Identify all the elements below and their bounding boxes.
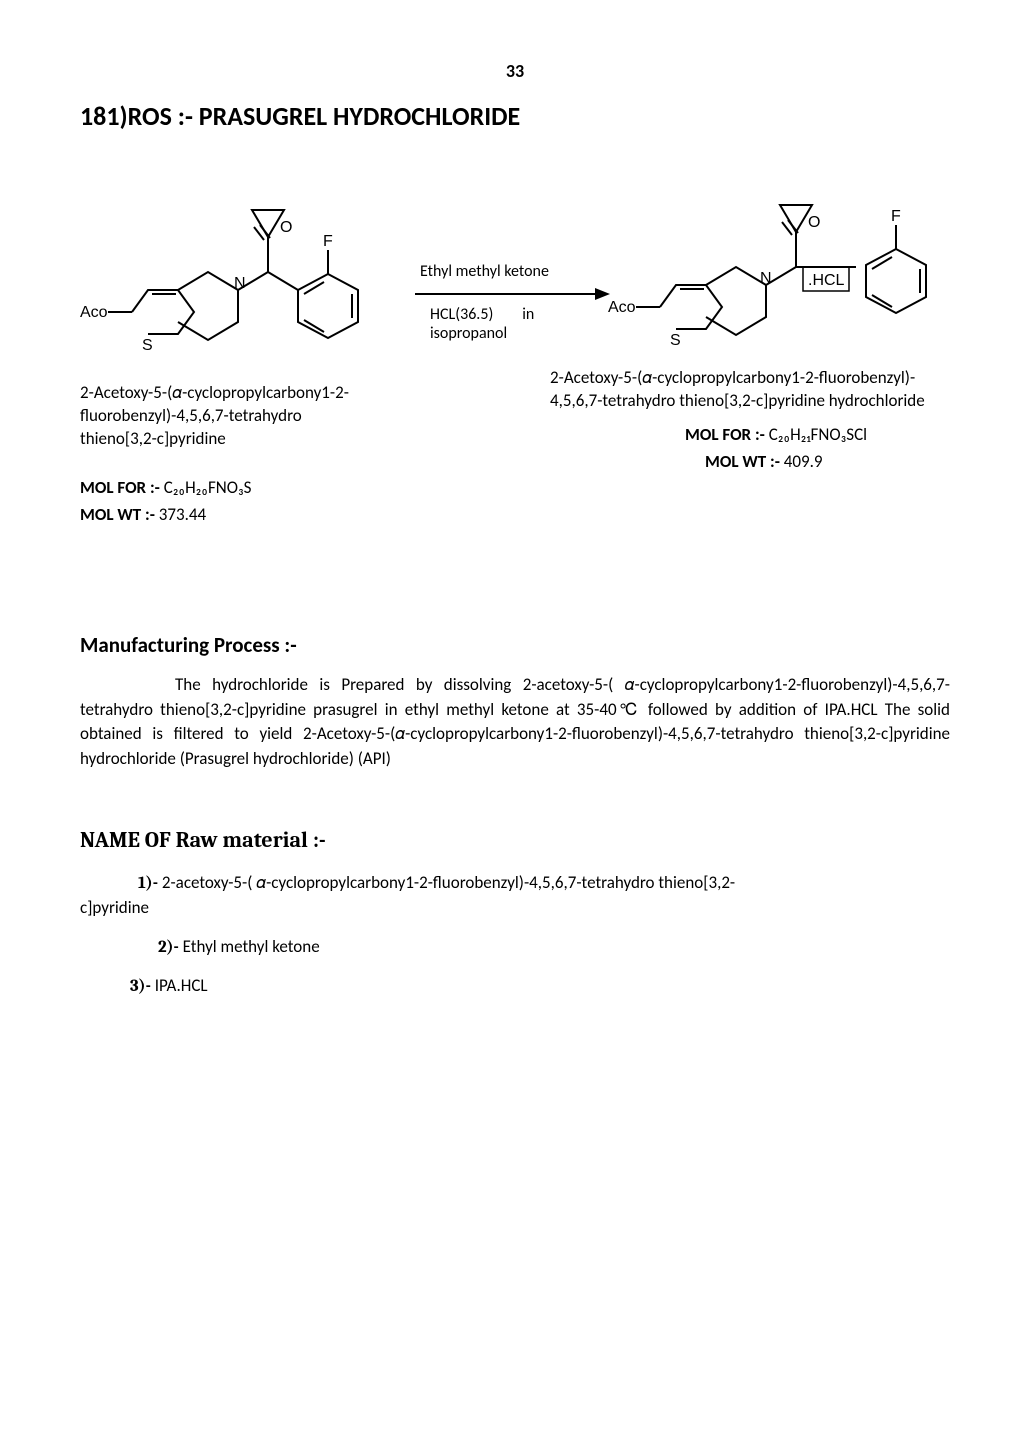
right-mol-wt: MOL WT :- 409.9 [705,451,867,472]
reaction-arrow-block: Ethyl methyl ketone HCL(36.5) in isoprop… [415,262,610,343]
item1-text: 2-acetoxy-5-( 𝛼-cyclopropylcarbony1-2-fl… [158,872,735,893]
molecule-left-svg: Aco S N O F [80,182,410,382]
mol-wt-label-r: MOL WT :- [705,451,784,472]
mol-for-val-l: C₂₀H₂₀FNO₃S [164,477,252,498]
left-mol-for: MOL FOR :- C₂₀H₂₀FNO₃S [80,477,251,498]
item3-num: 3)- [130,977,151,996]
left-compound-name: 2-Acetoxy-5-(𝛼-cyclopropylcarbony1-2- fl… [80,382,349,451]
structure-left: Aco S N O F [80,182,410,387]
list-item: 2)- Ethyl methyl ketone [158,935,950,961]
mol-for-val-r: C₂₀H₂₁FNO₃SCl [769,424,867,445]
list-item: 3)- IPA.HCL [130,974,950,1000]
right-compound-name: 2-Acetoxy-5-(𝛼-cyclopropylcarbony1-2-flu… [550,367,1020,413]
mol-wt-val-r: 409.9 [784,451,823,472]
aco-label: Aco [80,304,108,321]
o-label-r: O [808,214,820,231]
reagent-top: Ethyl methyl ketone [415,262,610,281]
process-heading: Manufacturing Process :- [80,632,950,658]
right-mol-block: MOL FOR :- C₂₀H₂₁FNO₃SCl MOL WT :- 409.9 [685,424,867,472]
right-mol-for: MOL FOR :- C₂₀H₂₁FNO₃SCl [685,424,867,445]
structure-right: Aco S N O F .HCL [608,157,978,372]
molecule-right-svg: Aco S N O F .HCL [608,157,978,367]
main-title: 181)ROS :- PRASUGREL HYDROCHLORIDE [80,100,950,132]
f-label-r: F [891,208,901,225]
reaction-scheme: Aco S N O F Ethyl methyl ketone HCL(36.5… [80,182,950,602]
reaction-arrow-icon [415,285,610,303]
mol-wt-val-l: 373.44 [159,504,206,525]
right-name-l1: 2-Acetoxy-5-(𝛼-cyclopropylcarbony1-2-flu… [550,367,1020,390]
o-label: O [280,219,292,236]
item1-num: 1)- [138,874,158,893]
reagent-b1: HCL(36.5) [430,305,493,324]
left-mol-wt: MOL WT :- 373.44 [80,504,251,525]
left-name-l3: thieno[3,2-c]pyridine [80,428,349,451]
mol-for-label-l: MOL FOR :- [80,477,164,498]
n-label-r: N [760,270,772,287]
raw-material-list: 1)- 2-acetoxy-5-( 𝛼-cyclopropylcarbony1-… [80,871,950,1001]
reagent-bottom: HCL(36.5) in isopropanol [415,305,610,343]
reagent-b2: in [522,305,534,324]
hcl-label: .HCL [808,272,845,289]
reagent-b3: isopropanol [430,324,507,343]
s-label: S [142,337,153,354]
n-label: N [234,275,246,292]
left-name-l1: 2-Acetoxy-5-(𝛼-cyclopropylcarbony1-2- [80,382,349,405]
list-item: 1)- 2-acetoxy-5-( 𝛼-cyclopropylcarbony1-… [80,871,950,921]
right-name-l2: 4,5,6,7-tetrahydro thieno[3,2-c]pyridine… [550,390,1020,413]
aco-label-r: Aco [608,299,636,316]
left-mol-block: MOL FOR :- C₂₀H₂₀FNO₃S MOL WT :- 373.44 [80,477,251,525]
item3-text: IPA.HCL [151,975,208,996]
item2-text: Ethyl methyl ketone [179,936,320,957]
process-body: The hydrochloride is Prepared by dissolv… [80,673,950,772]
item2-num: 2)- [158,938,179,957]
s-label-r: S [670,332,681,349]
raw-material-heading: NAME OF Raw material :- [80,827,950,853]
mol-for-label-r: MOL FOR :- [685,424,769,445]
item1-text2: c]pyridine [80,896,950,921]
left-name-l2: fluorobenzyl)-4,5,6,7-tetrahydro [80,405,349,428]
f-label: F [323,233,333,250]
mol-wt-label-l: MOL WT :- [80,504,159,525]
page-number: 33 [80,60,950,82]
